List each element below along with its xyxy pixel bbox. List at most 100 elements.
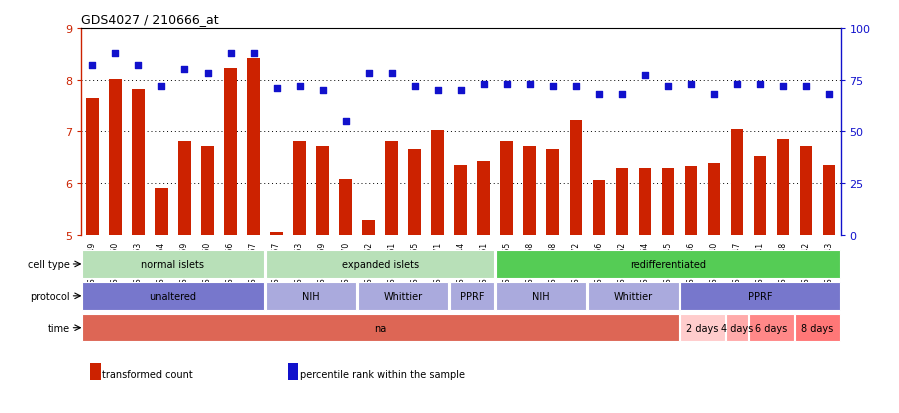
Point — [177, 67, 191, 74]
Point — [385, 71, 399, 78]
Bar — [501, 141, 513, 235]
Bar — [681, 282, 840, 310]
Bar — [339, 179, 352, 235]
Bar — [178, 141, 191, 235]
Point — [707, 92, 721, 98]
Point — [592, 92, 606, 98]
Point — [637, 73, 652, 80]
Point — [316, 88, 330, 94]
Bar — [358, 282, 449, 310]
Text: na: na — [374, 323, 387, 333]
Bar — [224, 69, 236, 235]
Point — [431, 88, 445, 94]
Point — [476, 81, 491, 88]
Point — [407, 83, 422, 90]
Bar — [823, 166, 835, 235]
Bar — [271, 233, 283, 235]
Point — [338, 119, 352, 125]
Text: expanded islets: expanded islets — [342, 259, 419, 269]
Text: PPRF: PPRF — [748, 291, 772, 301]
Bar — [362, 221, 375, 235]
Bar — [777, 140, 789, 235]
Bar — [477, 162, 490, 235]
Point — [569, 83, 583, 90]
Text: 8 days: 8 days — [801, 323, 833, 333]
Bar — [496, 282, 586, 310]
Text: percentile rank within the sample: percentile rank within the sample — [300, 369, 466, 379]
Text: protocol: protocol — [30, 291, 69, 301]
Text: NIH: NIH — [302, 291, 320, 301]
Bar — [293, 141, 306, 235]
Bar — [681, 314, 725, 342]
Point — [292, 83, 307, 90]
Point — [546, 83, 560, 90]
Bar — [450, 282, 494, 310]
Bar — [82, 314, 679, 342]
Bar — [86, 98, 99, 235]
Bar — [726, 314, 748, 342]
Point — [615, 92, 629, 98]
Bar — [796, 314, 840, 342]
Bar — [750, 314, 794, 342]
Point — [684, 81, 699, 88]
Bar — [800, 146, 813, 235]
Bar — [109, 79, 121, 235]
Bar — [82, 251, 264, 278]
Bar — [708, 164, 720, 235]
Point — [246, 50, 261, 57]
Text: time: time — [48, 323, 69, 333]
Bar — [432, 131, 444, 235]
Bar — [156, 189, 168, 235]
Text: unaltered: unaltered — [149, 291, 197, 301]
Point — [223, 50, 237, 57]
Text: Whittier: Whittier — [614, 291, 653, 301]
Point — [752, 81, 767, 88]
Bar — [266, 251, 494, 278]
Point — [730, 81, 744, 88]
Bar — [496, 251, 840, 278]
Bar — [662, 169, 674, 235]
Text: transformed count: transformed count — [102, 369, 193, 379]
Point — [500, 81, 514, 88]
Text: 4 days: 4 days — [721, 323, 753, 333]
Bar — [638, 169, 651, 235]
Point — [200, 71, 215, 78]
Bar — [616, 169, 628, 235]
Point — [155, 83, 169, 90]
Bar — [523, 146, 536, 235]
Bar — [408, 150, 421, 235]
Bar — [82, 282, 264, 310]
Bar — [201, 146, 214, 235]
Bar — [547, 150, 559, 235]
Bar — [569, 121, 583, 235]
Bar — [386, 141, 398, 235]
Point — [361, 71, 376, 78]
Bar — [132, 90, 145, 235]
Point — [131, 63, 146, 69]
Text: PPRF: PPRF — [460, 291, 485, 301]
Point — [270, 85, 284, 92]
Bar — [731, 129, 743, 235]
Point — [85, 63, 100, 69]
Text: normal islets: normal islets — [141, 259, 204, 269]
Point — [776, 83, 790, 90]
Text: GDS4027 / 210666_at: GDS4027 / 210666_at — [81, 13, 218, 26]
Bar — [454, 166, 467, 235]
Point — [454, 88, 468, 94]
Bar — [266, 282, 356, 310]
Text: NIH: NIH — [532, 291, 550, 301]
Text: Whittier: Whittier — [384, 291, 423, 301]
Point — [108, 50, 122, 57]
Bar — [753, 157, 766, 235]
Text: 2 days: 2 days — [686, 323, 718, 333]
Point — [522, 81, 537, 88]
Text: 6 days: 6 days — [755, 323, 788, 333]
Bar — [316, 146, 329, 235]
Bar — [588, 282, 679, 310]
Text: redifferentiated: redifferentiated — [630, 259, 706, 269]
Bar — [685, 167, 698, 235]
Point — [661, 83, 675, 90]
Bar — [247, 59, 260, 235]
Text: cell type: cell type — [28, 259, 69, 269]
Bar — [592, 181, 605, 235]
